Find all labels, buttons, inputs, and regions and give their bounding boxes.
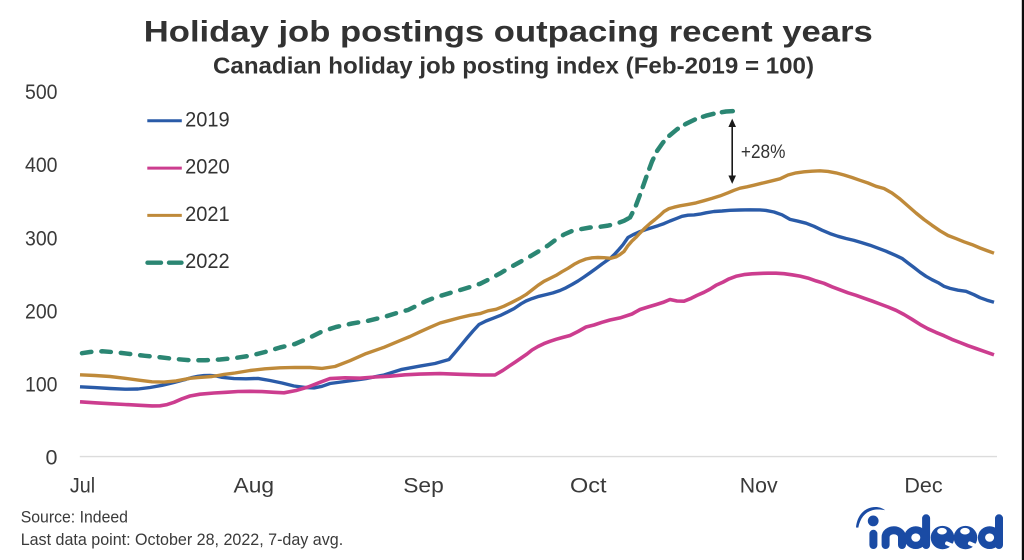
- svg-text:100: 100: [25, 373, 58, 397]
- svg-text:2019: 2019: [185, 108, 230, 131]
- svg-text:2020: 2020: [185, 156, 230, 179]
- svg-text:Jul: Jul: [70, 474, 95, 498]
- svg-text:400: 400: [25, 153, 58, 177]
- svg-text:Last data point: October 28, 2: Last data point: October 28, 2022, 7-day…: [21, 531, 344, 549]
- svg-text:Dec: Dec: [904, 474, 942, 498]
- svg-text:2021: 2021: [185, 203, 230, 226]
- svg-text:500: 500: [25, 80, 58, 104]
- svg-text:Source: Indeed: Source: Indeed: [21, 508, 128, 526]
- svg-text:0: 0: [46, 446, 58, 470]
- svg-text:Nov: Nov: [740, 474, 778, 498]
- svg-text:Canadian holiday job posting i: Canadian holiday job posting index (Feb-…: [213, 53, 814, 79]
- svg-text:Aug: Aug: [234, 474, 275, 498]
- svg-text:Holiday job postings outpacing: Holiday job postings outpacing recent ye…: [144, 16, 873, 49]
- svg-text:300: 300: [25, 226, 58, 250]
- svg-text:2022: 2022: [185, 250, 230, 273]
- svg-text:Sep: Sep: [403, 474, 444, 498]
- svg-text:200: 200: [25, 300, 58, 324]
- svg-text:Oct: Oct: [570, 474, 607, 498]
- svg-text:+28%: +28%: [741, 142, 786, 163]
